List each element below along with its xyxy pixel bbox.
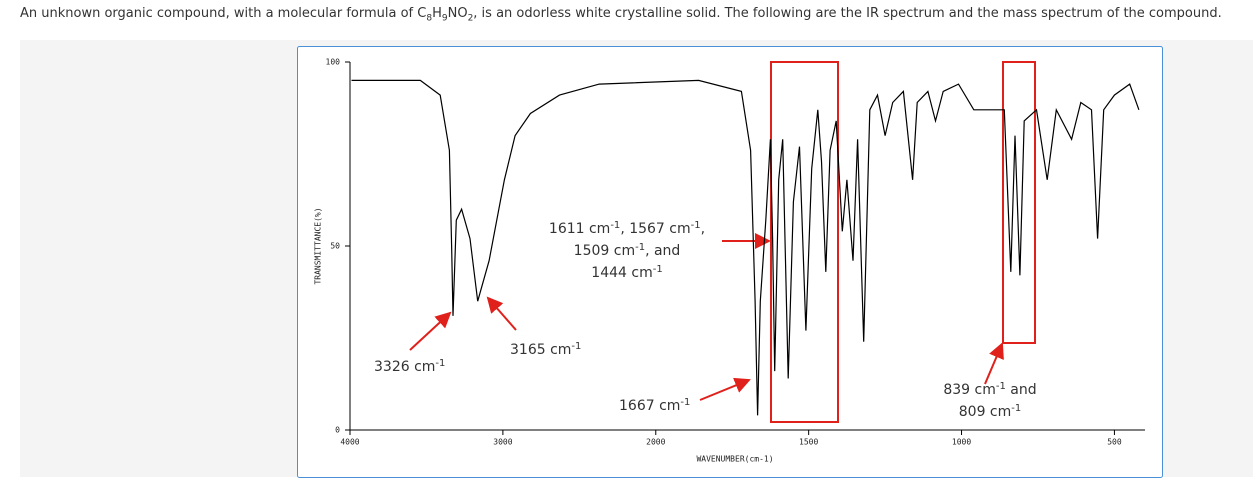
annotation-text: and: [1006, 382, 1037, 398]
question: An unknown organic compound, with a mole…: [20, 6, 1222, 24]
annotation-text: 809 cm: [959, 404, 1012, 420]
annotation-text: 1509 cm: [574, 243, 635, 259]
annotation: 1611 cm-1, 1567 cm-1,: [549, 220, 705, 238]
annotation-text: 839 cm: [943, 382, 996, 398]
arrow: [409, 311, 452, 351]
annotation: 1509 cm-1, and: [574, 242, 681, 260]
formula: 2: [467, 13, 474, 24]
formula: NO: [447, 6, 468, 21]
superscript: -1: [691, 220, 701, 231]
annotation: 3326 cm-1: [374, 358, 445, 376]
x-tick-label: 1000: [952, 438, 971, 447]
y-tick-label: 0: [335, 426, 340, 435]
formula: 9: [441, 13, 448, 24]
x-tick-label: 3000: [493, 438, 512, 447]
x-tick-label: 1500: [799, 438, 818, 447]
x-tick-label: 2000: [646, 438, 665, 447]
y-tick-label: 100: [326, 58, 341, 67]
arrow: [699, 377, 751, 401]
arrow: [984, 342, 1004, 385]
superscript: -1: [996, 381, 1006, 392]
highlight-box: [1002, 61, 1036, 344]
annotation: 809 cm-1: [959, 403, 1022, 421]
annotation-text: 1667 cm: [619, 398, 680, 414]
superscript: -1: [635, 242, 645, 253]
formula: H: [432, 6, 442, 21]
question-text: An unknown organic compound, with a mole…: [20, 6, 418, 21]
x-axis-label: WAVENUMBER(cm-1): [696, 455, 773, 464]
superscript: -1: [1011, 403, 1021, 414]
formula: 8: [426, 13, 433, 24]
question-text: , is an odorless white crystalline solid…: [473, 6, 1222, 21]
annotation: 1444 cm-1: [591, 264, 662, 282]
annotation-text: ,: [701, 221, 705, 237]
arrows: [409, 233, 1004, 401]
annotation-text: 1611 cm: [549, 221, 610, 237]
x-tick-label: 4000: [340, 438, 359, 447]
spectrum-line: [351, 79, 1140, 416]
annotation-text: 1444 cm: [591, 265, 652, 281]
annotation: 1667 cm-1: [619, 397, 690, 415]
annotation-text: 3326 cm: [374, 359, 435, 375]
superscript: -1: [680, 397, 690, 408]
figure-frame: [297, 46, 1163, 478]
highlight-box: [770, 61, 839, 423]
annotation-text: , 1567 cm: [620, 221, 690, 237]
formula: C: [417, 6, 427, 21]
superscript: -1: [610, 220, 620, 231]
annotation: 3165 cm-1: [510, 341, 581, 359]
x-tick-label: 500: [1107, 438, 1122, 447]
superscript: -1: [435, 358, 445, 369]
superscript: -1: [653, 264, 663, 275]
annotation-text: , and: [645, 243, 680, 259]
superscript: -1: [571, 341, 581, 352]
annotation-text: 3165 cm: [510, 342, 571, 358]
y-axis-label: TRANSMITTANCE(%): [314, 207, 323, 284]
annotation: 839 cm-1 and: [943, 381, 1036, 399]
arrow: [486, 296, 517, 331]
y-tick-label: 50: [330, 242, 340, 251]
